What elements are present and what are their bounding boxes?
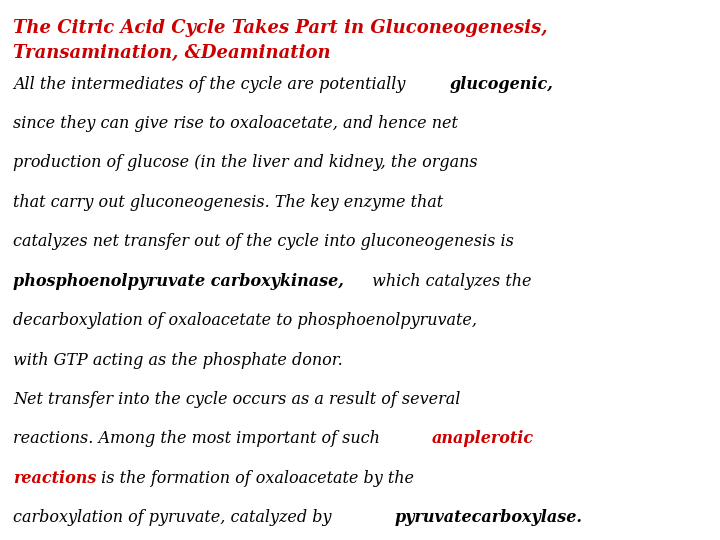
Text: since they can give rise to oxaloacetate, and hence net: since they can give rise to oxaloacetate… [13, 115, 458, 132]
Text: The Citric Acid Cycle Takes Part in Gluconeogenesis,: The Citric Acid Cycle Takes Part in Gluc… [13, 19, 547, 37]
Text: is the formation of oxaloacetate by the: is the formation of oxaloacetate by the [96, 470, 414, 487]
Text: catalyzes net transfer out of the cycle into gluconeogenesis is: catalyzes net transfer out of the cycle … [13, 233, 514, 250]
Text: All the intermediates of the cycle are potentially: All the intermediates of the cycle are p… [13, 76, 410, 92]
Text: glucogenic,: glucogenic, [450, 76, 554, 92]
Text: phosphoenolpyruvate carboxykinase,: phosphoenolpyruvate carboxykinase, [13, 273, 344, 289]
Text: with GTP acting as the phosphate donor.: with GTP acting as the phosphate donor. [13, 352, 343, 368]
Text: reactions. Among the most important of such: reactions. Among the most important of s… [13, 430, 385, 447]
Text: that carry out gluconeogenesis. The key enzyme that: that carry out gluconeogenesis. The key … [13, 194, 443, 211]
Text: carboxylation of pyruvate, catalyzed by: carboxylation of pyruvate, catalyzed by [13, 509, 336, 526]
Text: pyruvatecarboxylase.: pyruvatecarboxylase. [395, 509, 582, 526]
Text: reactions: reactions [13, 470, 96, 487]
Text: decarboxylation of oxaloacetate to phosphoenolpyruvate,: decarboxylation of oxaloacetate to phosp… [13, 312, 477, 329]
Text: Transamination, &Deamination: Transamination, &Deamination [13, 44, 330, 62]
Text: which catalyzes the: which catalyzes the [367, 273, 531, 289]
Text: anaplerotic: anaplerotic [432, 430, 534, 447]
Text: production of glucose (in the liver and kidney, the organs: production of glucose (in the liver and … [13, 154, 477, 171]
Text: Net transfer into the cycle occurs as a result of several: Net transfer into the cycle occurs as a … [13, 391, 460, 408]
